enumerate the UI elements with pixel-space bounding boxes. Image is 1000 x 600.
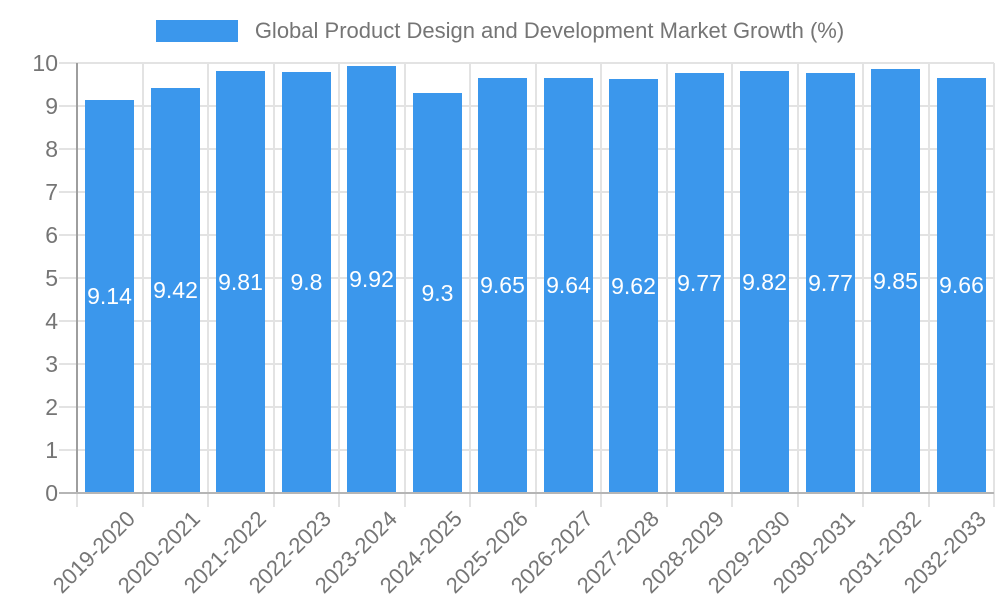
gridline-vertical [535, 63, 537, 507]
bar[interactable]: 9.85 [871, 69, 920, 493]
gridline-vertical [273, 63, 275, 507]
bar-value-label: 9.92 [349, 266, 394, 292]
y-axis-tick-label: 10 [32, 50, 58, 76]
y-axis-tick-label: 9 [45, 93, 58, 119]
bar-value-label: 9.62 [611, 272, 656, 299]
gridline-vertical [404, 63, 406, 507]
bar[interactable]: 9.66 [937, 78, 986, 493]
y-axis-tick-label: 2 [45, 394, 58, 420]
bar-value-label: 9.66 [939, 272, 984, 298]
y-axis-tick-label: 0 [45, 480, 58, 506]
bar[interactable]: 9.62 [609, 79, 658, 493]
bar-value-label: 9.42 [153, 277, 198, 303]
bar-value-label: 9.77 [677, 269, 722, 296]
bar[interactable]: 9.77 [675, 73, 724, 493]
bar[interactable]: 9.77 [806, 73, 855, 493]
y-axis-tick-label: 6 [45, 222, 58, 248]
bar-value-label: 9.3 [421, 279, 454, 306]
legend-swatch-icon [155, 20, 238, 42]
bar-value-label: 9.82 [742, 268, 787, 295]
y-axis-tick-label: 3 [45, 351, 58, 377]
bar[interactable]: 9.3 [413, 93, 462, 493]
legend: Global Product Design and Development Ma… [0, 18, 1000, 44]
gridline-vertical [469, 63, 471, 507]
gridline-vertical [142, 63, 144, 507]
bar[interactable]: 9.8 [282, 72, 331, 493]
gridline-vertical [928, 63, 930, 507]
bar-value-label: 9.8 [290, 269, 323, 295]
legend-item[interactable]: Global Product Design and Development Ma… [155, 18, 845, 44]
bar[interactable]: 9.92 [347, 66, 396, 493]
bar[interactable]: 9.14 [85, 100, 134, 493]
y-axis-tick-label: 8 [45, 136, 58, 162]
bar-value-label: 9.85 [873, 267, 918, 294]
gridline-vertical [666, 63, 668, 507]
gridline-vertical [862, 63, 864, 507]
y-axis-tick-label: 4 [45, 308, 58, 334]
legend-label: Global Product Design and Development Ma… [254, 18, 845, 43]
bar-value-label: 9.81 [218, 268, 263, 295]
plot-area: 9.14 9.42 9.81 9.8 9.92 9.3 9.65 9.64 9.62 9.77 9.… [59, 62, 995, 507]
bar[interactable]: 9.81 [216, 71, 265, 493]
gridline-vertical [731, 63, 733, 507]
gridline-vertical [338, 63, 340, 507]
y-axis-tick-label: 7 [45, 179, 58, 205]
gridline-vertical [207, 63, 209, 507]
bar[interactable]: 9.82 [740, 71, 789, 493]
bar-value-label: 9.14 [87, 283, 132, 309]
gridline-vertical [600, 63, 602, 507]
y-axis-tick-label: 5 [45, 265, 58, 291]
gridline-horizontal [59, 62, 994, 64]
bar[interactable]: 9.65 [478, 78, 527, 493]
gridline-vertical [993, 63, 995, 507]
bar[interactable]: 9.42 [151, 88, 200, 493]
bar-value-label: 9.64 [546, 272, 591, 298]
y-axis-line [76, 63, 78, 493]
bar[interactable]: 9.64 [544, 78, 593, 493]
bar-value-label: 9.65 [480, 272, 525, 298]
x-axis-line [59, 492, 994, 494]
bar-value-label: 9.77 [808, 269, 853, 296]
y-axis-tick-label: 1 [45, 437, 58, 463]
gridline-vertical [797, 63, 799, 507]
